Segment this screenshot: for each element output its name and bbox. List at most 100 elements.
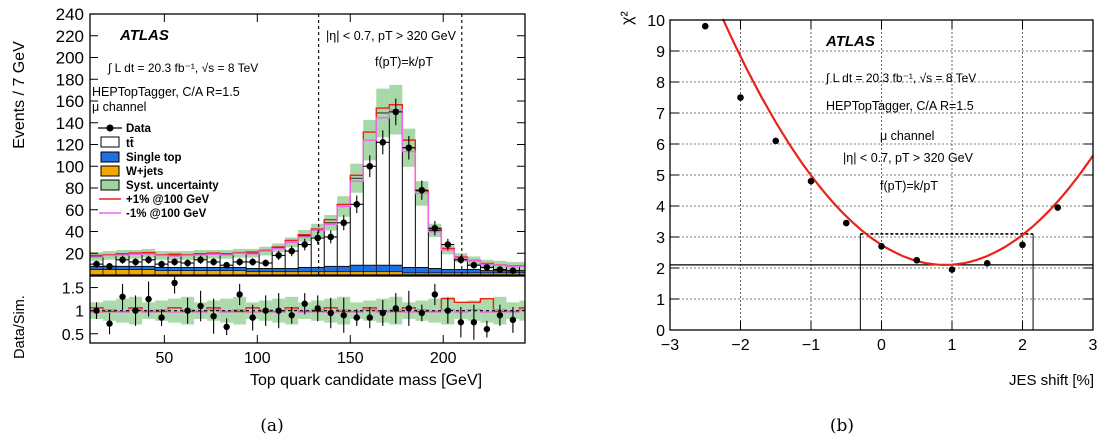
ytick-label-a: 60 (65, 201, 84, 220)
single-top-bar (245, 268, 260, 273)
xtick-label-a: 200 (430, 350, 457, 367)
reference-lines-b (670, 233, 1093, 330)
channel-label-a: μ channel (92, 100, 146, 114)
single-top-bar (271, 268, 286, 273)
minus1-variation-line (90, 108, 525, 268)
fit-curve (721, 18, 1094, 267)
xtick-label-b: 1 (948, 337, 957, 354)
data-point (132, 258, 139, 266)
tagger-label-a: HEPTopTagger, C/A R=1.5 (92, 85, 240, 99)
chi2-point (772, 137, 780, 145)
ratio-point (132, 307, 139, 314)
ytick-label-b: 2 (656, 261, 665, 278)
chi2-point (878, 243, 885, 250)
ratio-point (470, 319, 478, 326)
func-label-a: f(pT)=k/pT (375, 55, 433, 69)
atlas-label-b: ATLAS (825, 33, 875, 50)
ratio-point (366, 314, 373, 321)
data-point (327, 233, 335, 241)
ratio-point (496, 312, 504, 319)
ytick-label-a: 240 (56, 5, 84, 24)
ytick-label-b: 4 (656, 199, 665, 216)
single-top-bar (336, 265, 351, 273)
frame-b (669, 19, 1094, 331)
data-point (197, 256, 204, 264)
ytick-label-a: 80 (65, 179, 84, 198)
panel-b-axes (669, 19, 1094, 331)
data-point (353, 201, 361, 208)
xlabel-b: JES shift [%] (1009, 372, 1094, 389)
legend-data-marker (106, 124, 114, 132)
ratio-point (405, 305, 413, 312)
data-point (392, 108, 400, 116)
chi2-point (1019, 241, 1026, 249)
ratio-point (327, 309, 334, 317)
single-top-bar (115, 265, 130, 270)
single-top-bar (232, 267, 247, 271)
ytick-label-b: 3 (656, 230, 665, 247)
xtick-label-a: 100 (244, 350, 271, 367)
ratio-point (249, 314, 256, 321)
ratio-point (431, 291, 439, 298)
single-top-bar (349, 264, 364, 273)
ratio-point (210, 313, 217, 320)
xtick-label-b: 2 (1018, 337, 1027, 354)
data-point (106, 263, 113, 270)
data-point (145, 256, 152, 264)
wjets-bar (115, 269, 130, 276)
single-top-bar (310, 267, 325, 273)
legend-data-label: Data (126, 123, 152, 135)
ratio-point (483, 325, 491, 333)
data-point (431, 224, 439, 232)
wjets-bar (141, 269, 156, 276)
single-top-bar (141, 265, 156, 270)
ratio-syst-band (233, 296, 247, 325)
ratio-point (145, 295, 152, 303)
variation-lines (90, 104, 525, 268)
single-top-bar (128, 265, 143, 270)
xtick-label-b: −3 (661, 337, 679, 354)
single-top-bar (180, 267, 195, 271)
data-point (288, 247, 295, 255)
ytick-label-a: 160 (56, 92, 84, 111)
panel-a-ticks: 20 40 60 80 100 120 140 160 180 200 220 240 50 100 150… (56, 5, 525, 367)
data-point (483, 264, 491, 271)
legend-a: Data tt̄ Single top W+jets Syst. uncerta… (98, 123, 219, 220)
single-top-bar (441, 269, 455, 274)
stacked-histogram (89, 109, 526, 276)
ytick-label-a: 40 (65, 223, 84, 242)
data-point (249, 258, 256, 266)
data-point (158, 260, 165, 268)
legend-single-top-label: Single top (126, 152, 182, 164)
legend-minus1-label: -1% @100 GeV (126, 208, 207, 220)
data-point (119, 256, 126, 264)
data-point (444, 241, 452, 248)
ratio-points (93, 276, 517, 340)
data-point (301, 241, 309, 248)
cut-label-b: |η| < 0.7, pT > 320 GeV (843, 151, 974, 165)
xtick-label-b: −1 (802, 337, 820, 354)
ratio-point (236, 291, 243, 298)
wjets-bar (206, 270, 221, 276)
single-top-bar (167, 267, 182, 271)
ytick-label-a: 120 (56, 136, 84, 155)
ytick-label-a: 20 (65, 244, 84, 263)
single-top-bar (297, 267, 312, 273)
single-top-bar (402, 267, 416, 274)
ylabel-a: Events / 7 GeV (11, 41, 28, 149)
single-top-bar (193, 267, 208, 271)
rtick-label-a: 1.5 (62, 281, 84, 298)
ratio-point (158, 314, 165, 321)
ytick-label-a: 140 (56, 114, 84, 133)
single-top-bar (454, 269, 468, 274)
channel-label-b: μ channel (880, 129, 934, 143)
wjets-bar (219, 270, 234, 276)
data-points (90, 98, 520, 274)
chi2-point (807, 177, 815, 185)
data-point (509, 267, 517, 274)
single-top-bar (428, 268, 442, 274)
ytick-label-a: 100 (56, 157, 84, 176)
ratio-point (301, 300, 308, 307)
ylabel-b: χ² (619, 10, 636, 24)
